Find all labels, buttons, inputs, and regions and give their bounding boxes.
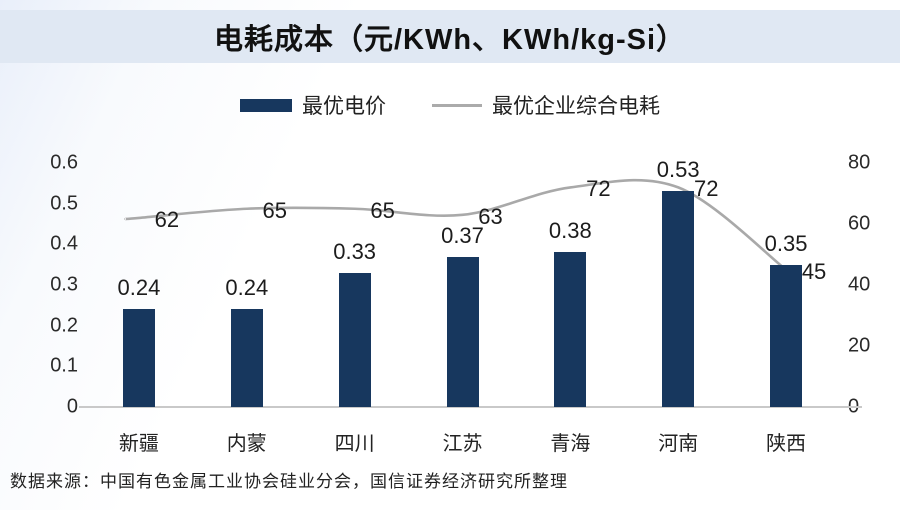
category-label-河南: 河南 (658, 433, 699, 455)
line-value-label: 65 (262, 197, 288, 223)
bar-value-label: 0.53 (656, 157, 700, 183)
category-label-青海: 青海 (550, 433, 591, 455)
bar-value-label: 0.35 (764, 230, 808, 256)
left-axis-tick-label: 0 (66, 395, 78, 418)
bar-value-label: 0.33 (333, 238, 377, 264)
bar-河南 (662, 191, 695, 407)
chart-title-band: 电耗成本（元/KWh、KWh/kg-Si） (0, 10, 900, 63)
left-axis-tick-label: 0.1 (50, 354, 78, 377)
bar-swatch-icon (240, 98, 292, 112)
left-axis-tick-label: 0.2 (50, 314, 78, 337)
bar-新疆 (122, 309, 155, 407)
left-axis-tick-label: 0.3 (50, 273, 78, 296)
bar-value-label: 0.38 (548, 218, 592, 244)
right-axis-tick-label: 20 (848, 334, 871, 357)
left-axis-tick-label: 0.6 (50, 151, 78, 174)
left-axis-tick-label: 0.5 (50, 192, 78, 215)
line-value-label: 72 (586, 176, 611, 202)
x-axis-baseline (79, 406, 862, 408)
line-value-label: 63 (478, 203, 503, 229)
category-label-江苏: 江苏 (442, 433, 483, 455)
bar-陕西 (770, 264, 803, 407)
legend-item-line-series: 最优企业综合电耗 (432, 90, 660, 120)
bar-value-label: 0.24 (117, 275, 161, 301)
legend-label-line-series: 最优企业综合电耗 (492, 95, 660, 118)
line-value-label: 72 (693, 176, 719, 202)
bar-value-label: 0.24 (225, 275, 269, 301)
bar-四川 (338, 272, 371, 407)
line-value-label: 62 (154, 206, 180, 232)
category-label-陕西: 陕西 (766, 433, 807, 455)
right-axis-tick-label: 60 (848, 212, 871, 235)
left-axis-tick-label: 0.4 (50, 232, 78, 255)
chart-legend: 最优电价 最优企业综合电耗 (0, 90, 900, 120)
right-axis-tick-label: 80 (848, 151, 871, 174)
line-value-label: 65 (370, 197, 395, 223)
bar-江苏 (446, 256, 479, 407)
legend-label-bar-series: 最优电价 (302, 95, 386, 118)
line-swatch-icon (432, 103, 482, 107)
category-label-内蒙: 内蒙 (226, 433, 267, 455)
category-label-四川: 四川 (334, 433, 375, 455)
bar-青海 (554, 252, 587, 407)
bar-内蒙 (230, 309, 263, 407)
legend-item-bar-series: 最优电价 (240, 90, 386, 120)
category-label-新疆: 新疆 (118, 433, 159, 455)
source-note: 数据来源：中国有色金属工业协会硅业分会，国信证券经济研究所整理 (10, 472, 568, 491)
bar-value-label: 0.37 (441, 222, 484, 248)
line-value-label: 45 (801, 258, 827, 284)
right-axis-tick-label: 40 (848, 273, 871, 296)
chart-title: 电耗成本（元/KWh、KWh/kg-Si） (213, 23, 687, 56)
